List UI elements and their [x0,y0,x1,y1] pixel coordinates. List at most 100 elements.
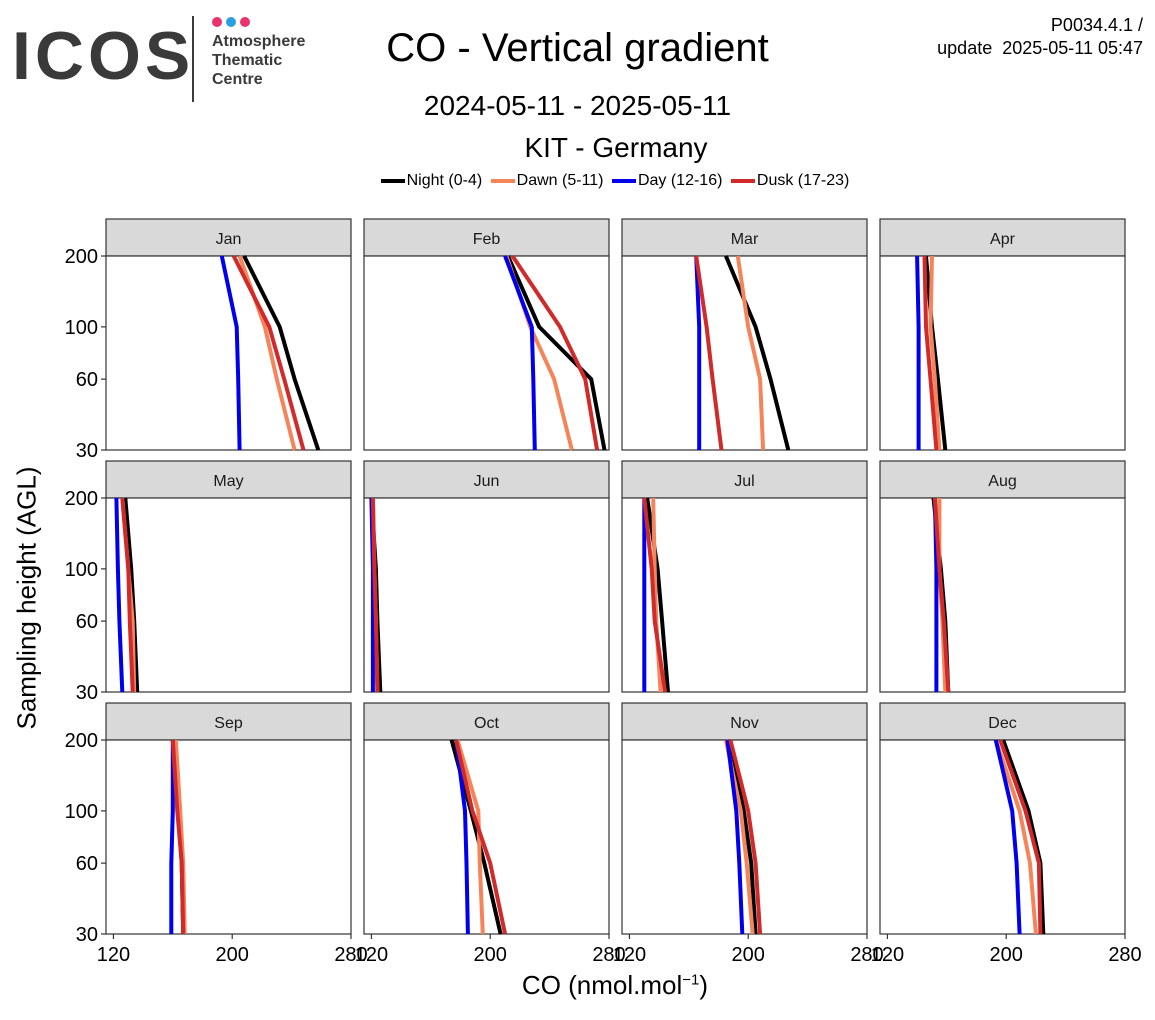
x-tick-label: 200 [732,944,765,966]
series-line-day [503,255,537,451]
y-tick-label: 60 [76,853,98,875]
facet-strip [879,702,1126,741]
facet-panel-jan: Jan 30 60 100 200 [65,218,352,462]
facet-plot-area [879,497,1126,693]
facet-plot-area [621,255,868,451]
x-tick-label: 280 [334,944,367,966]
facet-strip [363,460,610,499]
facet-panel-feb: Feb [363,218,610,451]
logo-dot-2 [226,17,236,27]
x-tick-label: 200 [990,944,1023,966]
x-axis-label: CO (nmol.mol−1) [0,970,1155,1001]
y-tick-label: 30 [76,682,98,704]
facet-plot-area [105,739,352,935]
facet-panel-mar: Mar [621,218,868,451]
facet-strip-label: Mar [731,231,759,248]
series-line-dusk [932,497,951,693]
logo-wordmark: ICOS [12,18,195,94]
facet-strip-label: Feb [473,231,501,248]
facet-plot-area [621,497,868,693]
series-line-day [454,739,470,935]
facet-strip-label: May [213,473,243,490]
facet-strip [879,460,1126,499]
y-axis-label: Sampling height (AGL) [11,466,42,730]
series-line-night [726,739,758,935]
y-tick-label: 30 [76,440,98,462]
series-line-night [1001,739,1046,935]
series-line-night [924,255,948,451]
legend-swatch [380,178,405,183]
series-line-dusk [231,255,306,451]
y-tick-label: 60 [76,611,98,633]
x-tick-label: 280 [1108,944,1141,966]
version-line: P0034.4.1 / [1050,15,1143,35]
x-tick-label: 120 [871,944,904,966]
legend-swatch [490,178,515,183]
facet-strip-label: Jun [474,473,500,490]
facet-panel-sep: Sep 30 60 100 200 120 200 280 [65,702,368,966]
facet-strip-label: Oct [474,715,499,732]
legend-label: Dawn (5-11) [516,172,604,189]
facet-panel-aug: Aug [879,460,1126,693]
legend-swatch [730,178,755,183]
logo-subtitle-line: Centre [212,71,263,88]
update-line: update 2025-05-11 05:47 [937,38,1143,58]
facet-strip [105,460,352,499]
series-line-dawn [455,739,485,935]
y-tick-label: 100 [65,801,98,823]
series-line-dusk [998,739,1043,935]
facet-strip-label: Nov [730,715,758,732]
x-axis-label-exponent: −1 [682,971,700,989]
facet-panel-jun: Jun [363,460,610,693]
x-tick-label: 200 [216,944,249,966]
series-line-day [114,497,125,693]
facet-strip [363,218,610,257]
facet-strip [621,702,868,741]
logo-subtitle-line: Thematic [212,52,283,69]
series-line-dawn [735,255,766,451]
facet-panel-nov: Nov 120 200 280 [613,702,884,966]
y-tick-label: 200 [65,246,98,268]
facet-strip-label: Apr [990,231,1016,248]
facet-strip-label: Dec [988,715,1016,732]
logo-divider [192,16,194,102]
facet-panel-may: May 30 60 100 200 [65,460,352,704]
facet-plot-area [363,255,610,451]
series-line-day [169,740,175,934]
facet-strip-label: Jul [734,473,754,490]
x-tick-label: 280 [850,944,883,966]
legend-label: Dusk (17-23) [756,172,850,189]
legend: Night (0-4) Dawn (5-11) Day (12-16) Dusk… [0,172,1155,190]
series-line-night [506,255,607,451]
y-tick-label: 200 [65,730,98,752]
facet-plot-area [105,497,352,693]
facet-panel-jul: Jul [621,460,868,693]
y-tick-label: 100 [65,317,98,339]
x-axis-label-close: ) [699,970,709,1000]
series-line-day [993,739,1022,935]
series-line-dawn [993,739,1038,935]
x-tick-label: 120 [613,944,646,966]
logo-dots [212,0,272,30]
legend-item-dawn: Dawn (5-11) [490,172,604,190]
series-line-dusk [642,497,668,693]
date-range-subtitle: 2024-05-11 - 2025-05-11 [423,90,732,121]
y-tick-label: 30 [76,924,98,946]
facet-panel-apr: Apr [879,218,1126,451]
facet-strip-label: Aug [988,473,1016,490]
series-line-day [219,255,242,451]
series-line-dusk [170,739,186,935]
y-tick-label: 200 [65,488,98,510]
series-line-night [242,255,321,451]
series-line-dusk [694,255,724,451]
version-info: P0034.4.1 / update 2025-05-11 05:47 [937,14,1143,60]
series-line-day [694,255,702,450]
facet-strip [879,218,1126,257]
facet-plot-area [879,255,1126,451]
y-tick-label: 100 [65,559,98,581]
facet-plot-area [363,497,610,693]
x-tick-label: 200 [474,944,507,966]
series-line-dusk [370,497,380,693]
legend-item-night: Night (0-4) [380,172,482,190]
